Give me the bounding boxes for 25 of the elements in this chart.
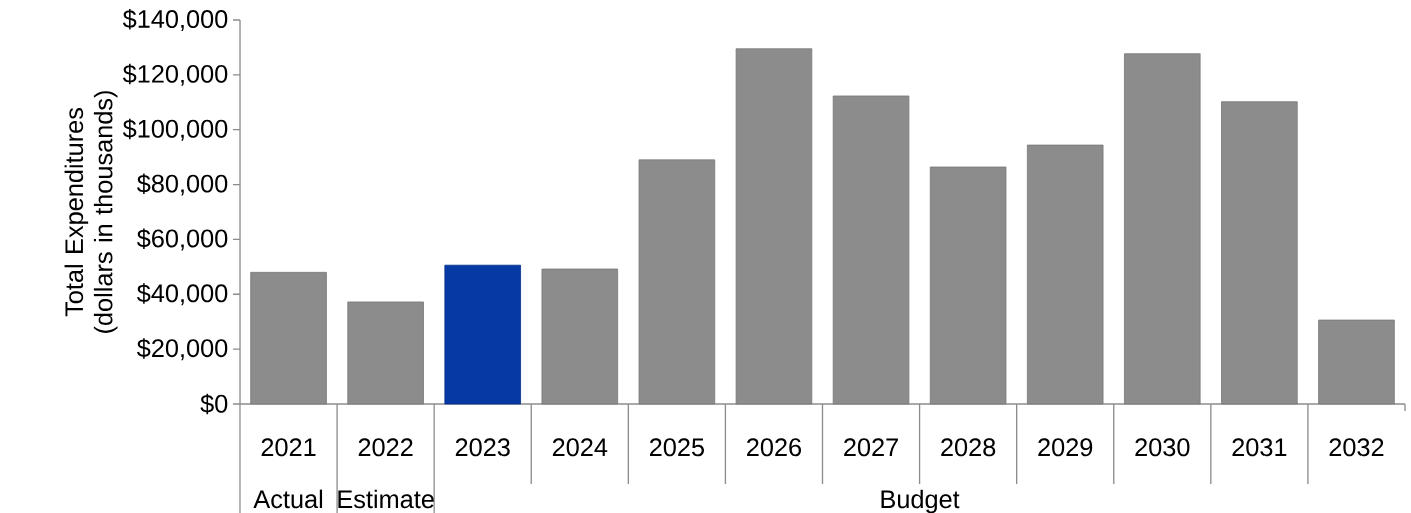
bar [444,264,521,405]
x-tick-label: 2030 [1135,438,1190,457]
y-tick-label: $0 [200,393,228,415]
y-tick-label: $80,000 [137,173,228,196]
x-tick-label: 2021 [261,438,316,457]
y-tick-label: $120,000 [122,63,228,86]
y-tick-label: $20,000 [137,338,228,361]
x-tick-label: 2028 [941,438,996,457]
y-axis-title: Total Expenditures (dollars in thousands) [64,91,118,333]
x-tick-label: 2024 [552,438,608,457]
text: Estimate [338,489,434,509]
y-tick-label: $140,000 [122,9,228,31]
text: Budget [881,489,960,513]
x-tick-label: 2025 [649,438,704,457]
text: Actual [253,489,323,509]
y-tick-label: $100,000 [122,118,228,141]
y-tick-label: $40,000 [137,283,228,306]
x-tick-label: 2031 [1232,438,1287,457]
x-tick-label: 2027 [844,438,898,457]
x-tick-label: 2026 [747,438,801,457]
y-tick-label: $60,000 [137,228,228,251]
x-tick-label: 2023 [455,438,510,457]
x-tick-label: 2032 [1329,438,1384,457]
x-tick-label: 2029 [1038,438,1093,457]
x-tick-label: 2022 [358,438,413,457]
